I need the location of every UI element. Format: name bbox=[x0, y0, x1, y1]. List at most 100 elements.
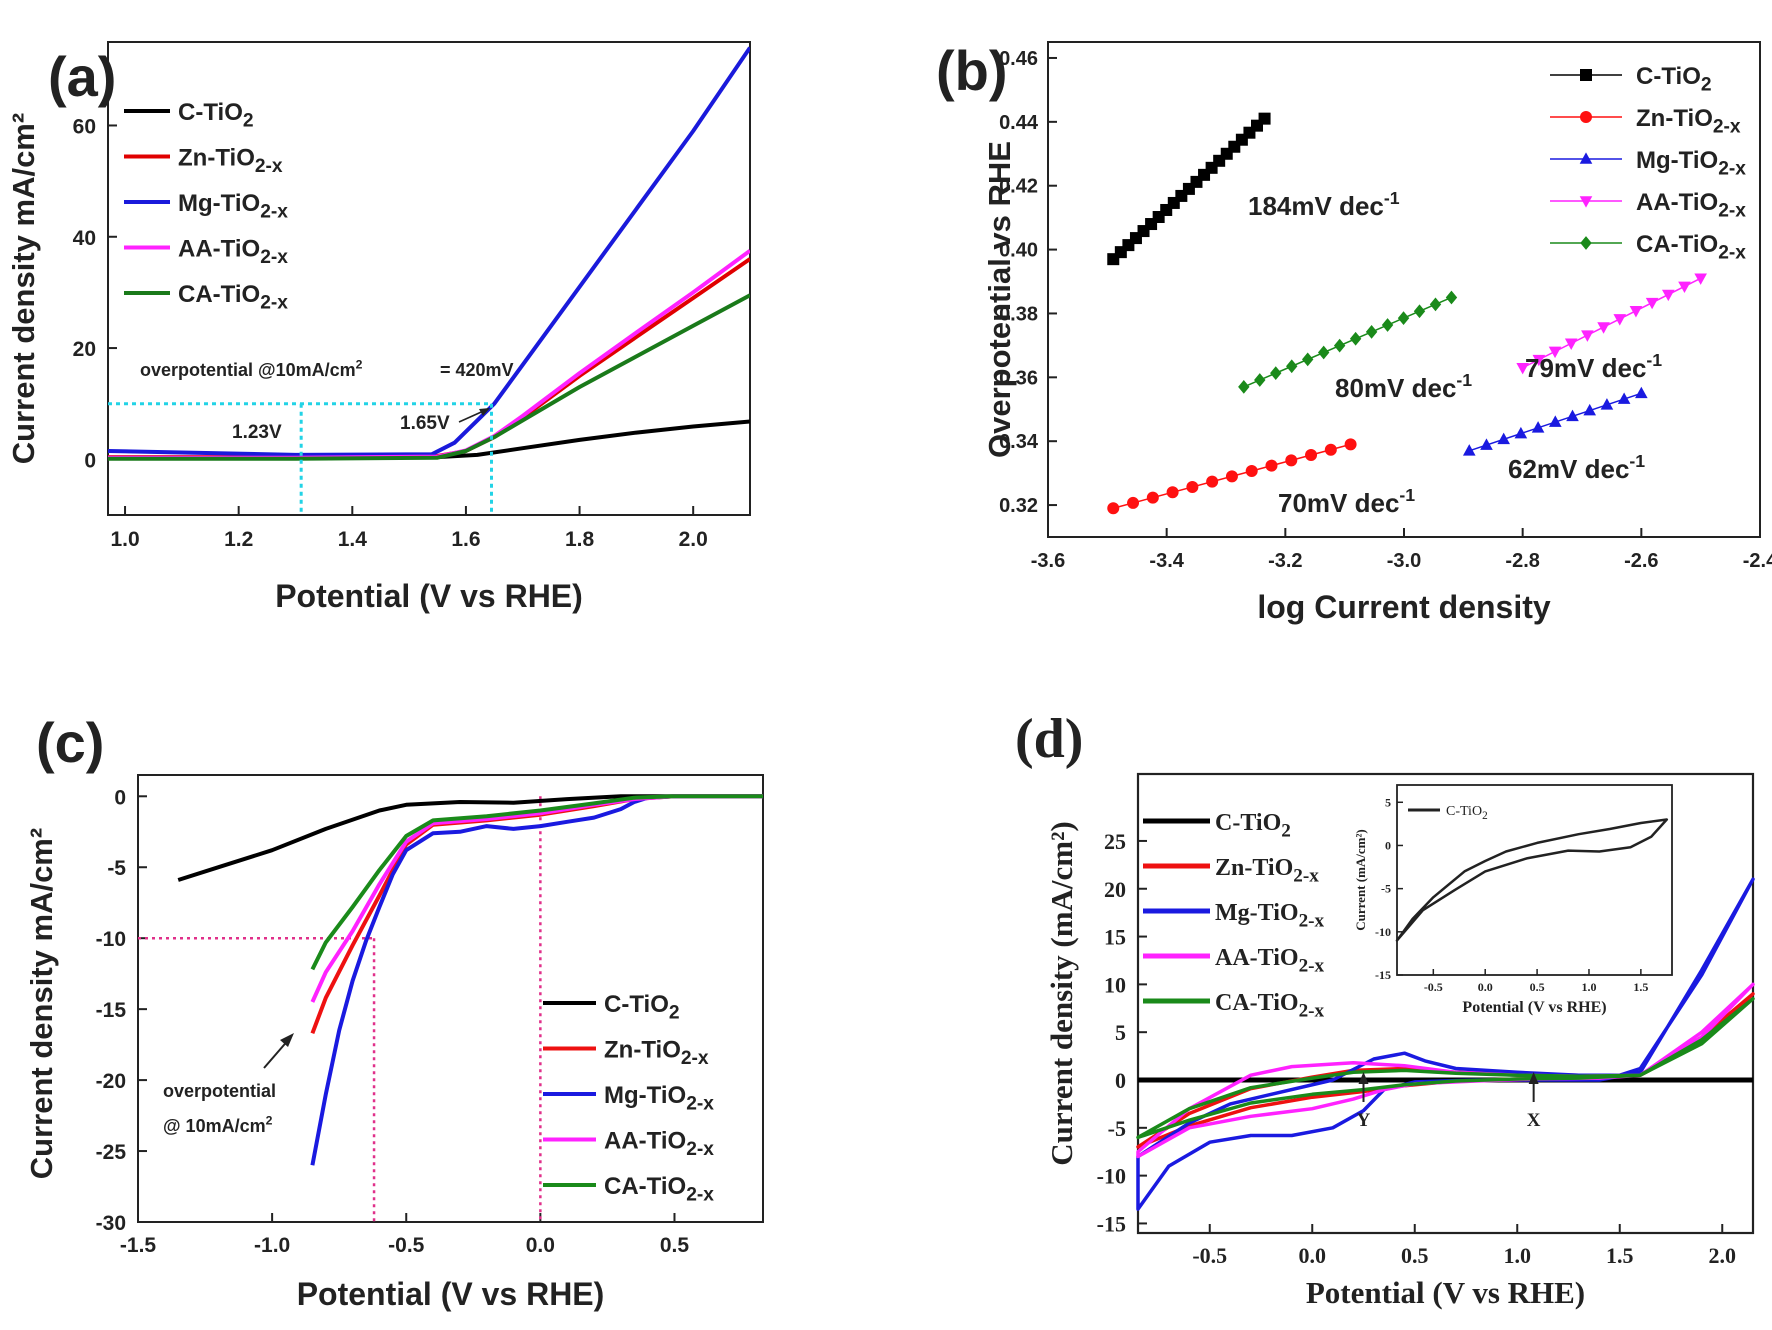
scatter-point bbox=[1381, 318, 1394, 332]
inset-series-line bbox=[1395, 818, 1669, 942]
panel-a: 1.0 1.2 1.4 1.6 1.8 2.0 0 20 40 60 (a) Potential (V… bbox=[6, 41, 751, 614]
x-tick-label: -3.6 bbox=[1031, 550, 1065, 572]
panel-label: (a) bbox=[48, 45, 116, 108]
x-tick-label: 0.5 bbox=[660, 1234, 690, 1257]
slope-label: 80mV dec-1 bbox=[1335, 370, 1472, 403]
text-main: Zn-TiO bbox=[604, 1037, 681, 1064]
series-line bbox=[310, 794, 763, 1166]
panel-label: (c) bbox=[36, 711, 104, 774]
scatter-point bbox=[1532, 354, 1546, 367]
inset-y-tick-label: 5 bbox=[1385, 795, 1391, 809]
text-subscript: 2-x bbox=[1713, 117, 1741, 138]
scatter-point bbox=[1251, 119, 1264, 132]
text-superscript: -1 bbox=[1456, 370, 1472, 390]
marker-label: Y bbox=[1357, 1110, 1371, 1131]
inset: -0.5 0.0 0.5 1.0 1.5 5 0 -5 -10 -15 Potential (V v… bbox=[1353, 784, 1673, 1016]
scatter-point bbox=[1548, 346, 1562, 359]
scatter-point bbox=[1286, 359, 1298, 374]
text-main: Zn-TiO bbox=[1215, 855, 1293, 881]
y-tick-label: 0.38 bbox=[999, 303, 1038, 325]
scatter-point bbox=[1365, 324, 1378, 339]
x-tick-label: -1.0 bbox=[254, 1234, 290, 1257]
series-group bbox=[1462, 386, 1648, 456]
inset-legend-label: C-TiO2 bbox=[1446, 804, 1488, 822]
y-tick-label: -20 bbox=[96, 1070, 126, 1093]
y-tick-label: 25 bbox=[1104, 829, 1126, 854]
legend-label: C-TiO2 bbox=[1215, 810, 1291, 842]
scatter-point bbox=[1166, 486, 1179, 499]
series-group bbox=[1238, 290, 1458, 394]
y-tick-label: 0 bbox=[84, 449, 96, 472]
x-tick-label: 1.2 bbox=[224, 528, 253, 551]
x-tick-label: -3.0 bbox=[1387, 550, 1421, 572]
scatter-point bbox=[1579, 152, 1593, 164]
scatter-point bbox=[1305, 449, 1318, 462]
legend-label: C-TiO2 bbox=[604, 991, 680, 1024]
y-tick-label: 20 bbox=[73, 338, 96, 361]
annotation-overpotential: overpotential bbox=[163, 1081, 276, 1101]
scatter-point bbox=[1206, 475, 1219, 488]
scatter-point bbox=[1258, 112, 1271, 125]
scatter-point bbox=[1107, 502, 1120, 515]
text-subscript: 2-x bbox=[1718, 201, 1746, 222]
legend-label: Zn-TiO2-x bbox=[604, 1037, 709, 1070]
text-main: Mg-TiO bbox=[1636, 147, 1718, 174]
scatter-point bbox=[1324, 443, 1337, 456]
y-tick-label: 5 bbox=[1115, 1020, 1126, 1045]
legend-label: Zn-TiO2-x bbox=[178, 145, 283, 178]
y-tick-label: 0.34 bbox=[999, 431, 1039, 453]
text-main: Zn-TiO bbox=[1636, 105, 1713, 132]
x-tick-label: 1.6 bbox=[451, 528, 480, 551]
x-tick-label: -0.5 bbox=[1192, 1243, 1227, 1268]
x-axis-title: log Current density bbox=[1257, 589, 1551, 625]
text-main: AA-TiO bbox=[604, 1128, 686, 1155]
scatter-point bbox=[1254, 373, 1266, 387]
inset-x-tick-label: 1.5 bbox=[1633, 980, 1648, 994]
scatter-point bbox=[1581, 330, 1594, 342]
panel-label: (b) bbox=[936, 39, 1008, 102]
text-main: @ 10mA/cm bbox=[163, 1116, 266, 1136]
text-main: Mg-TiO bbox=[1215, 900, 1299, 926]
scatter-point bbox=[1225, 470, 1238, 483]
scatter-point bbox=[1146, 491, 1159, 504]
y-axis-title: Overpotential vs RHE bbox=[982, 141, 1017, 458]
scatter-point bbox=[1238, 380, 1250, 394]
text-subscript: 2-x bbox=[681, 1048, 709, 1069]
scatter-point bbox=[1662, 289, 1675, 302]
scatter-point bbox=[1497, 432, 1510, 445]
inset-x-tick-label: 1.0 bbox=[1581, 980, 1596, 994]
x-tick-label: -1.5 bbox=[120, 1234, 157, 1257]
scatter-point bbox=[1564, 338, 1578, 350]
x-tick-label: -0.5 bbox=[388, 1234, 425, 1257]
text-subscript: 2-x bbox=[1299, 911, 1325, 932]
scatter-point bbox=[1566, 409, 1579, 422]
x-tick-label: -2.6 bbox=[1624, 550, 1658, 572]
text-subscript: 2-x bbox=[260, 247, 288, 268]
inset-y-axis-title: Current (mA/cm²) bbox=[1353, 829, 1368, 931]
text-subscript: 2-x bbox=[1299, 956, 1325, 977]
text-subscript: 2 bbox=[1701, 75, 1712, 96]
scatter-point bbox=[1600, 398, 1614, 410]
series-line bbox=[1136, 877, 1755, 1211]
text-main: AA-TiO bbox=[178, 236, 260, 263]
y-tick-label: 0 bbox=[1115, 1068, 1126, 1093]
text-main: Mg-TiO bbox=[178, 190, 260, 217]
x-tick-label: 1.0 bbox=[110, 528, 139, 551]
text-subscript: 2-x bbox=[686, 1139, 714, 1160]
scatter-point bbox=[1245, 465, 1258, 477]
slope-label: 184mV dec-1 bbox=[1248, 188, 1400, 221]
text-main: C-TiO bbox=[1636, 63, 1701, 90]
scatter-point bbox=[1678, 281, 1691, 294]
marker-arrowhead bbox=[1358, 1072, 1369, 1084]
inset-x-tick-label: -0.5 bbox=[1424, 980, 1443, 994]
legend-label: C-TiO2 bbox=[178, 99, 254, 132]
scatter-point bbox=[1127, 496, 1140, 509]
text-main: AA-TiO bbox=[1636, 189, 1718, 216]
legend-label: CA-TiO2-x bbox=[1215, 990, 1325, 1022]
series-line bbox=[1136, 982, 1755, 1159]
panel-b: -3.6 -3.4 -3.2 -3.0 -2.8 -2.6 -2.4 0.32 0.34 0.36… bbox=[936, 39, 1772, 625]
text-subscript: 2 bbox=[1281, 821, 1291, 842]
y-tick-label: -15 bbox=[96, 999, 127, 1022]
scatter-point bbox=[1617, 392, 1631, 404]
x-tick-label: 2.0 bbox=[679, 528, 708, 551]
